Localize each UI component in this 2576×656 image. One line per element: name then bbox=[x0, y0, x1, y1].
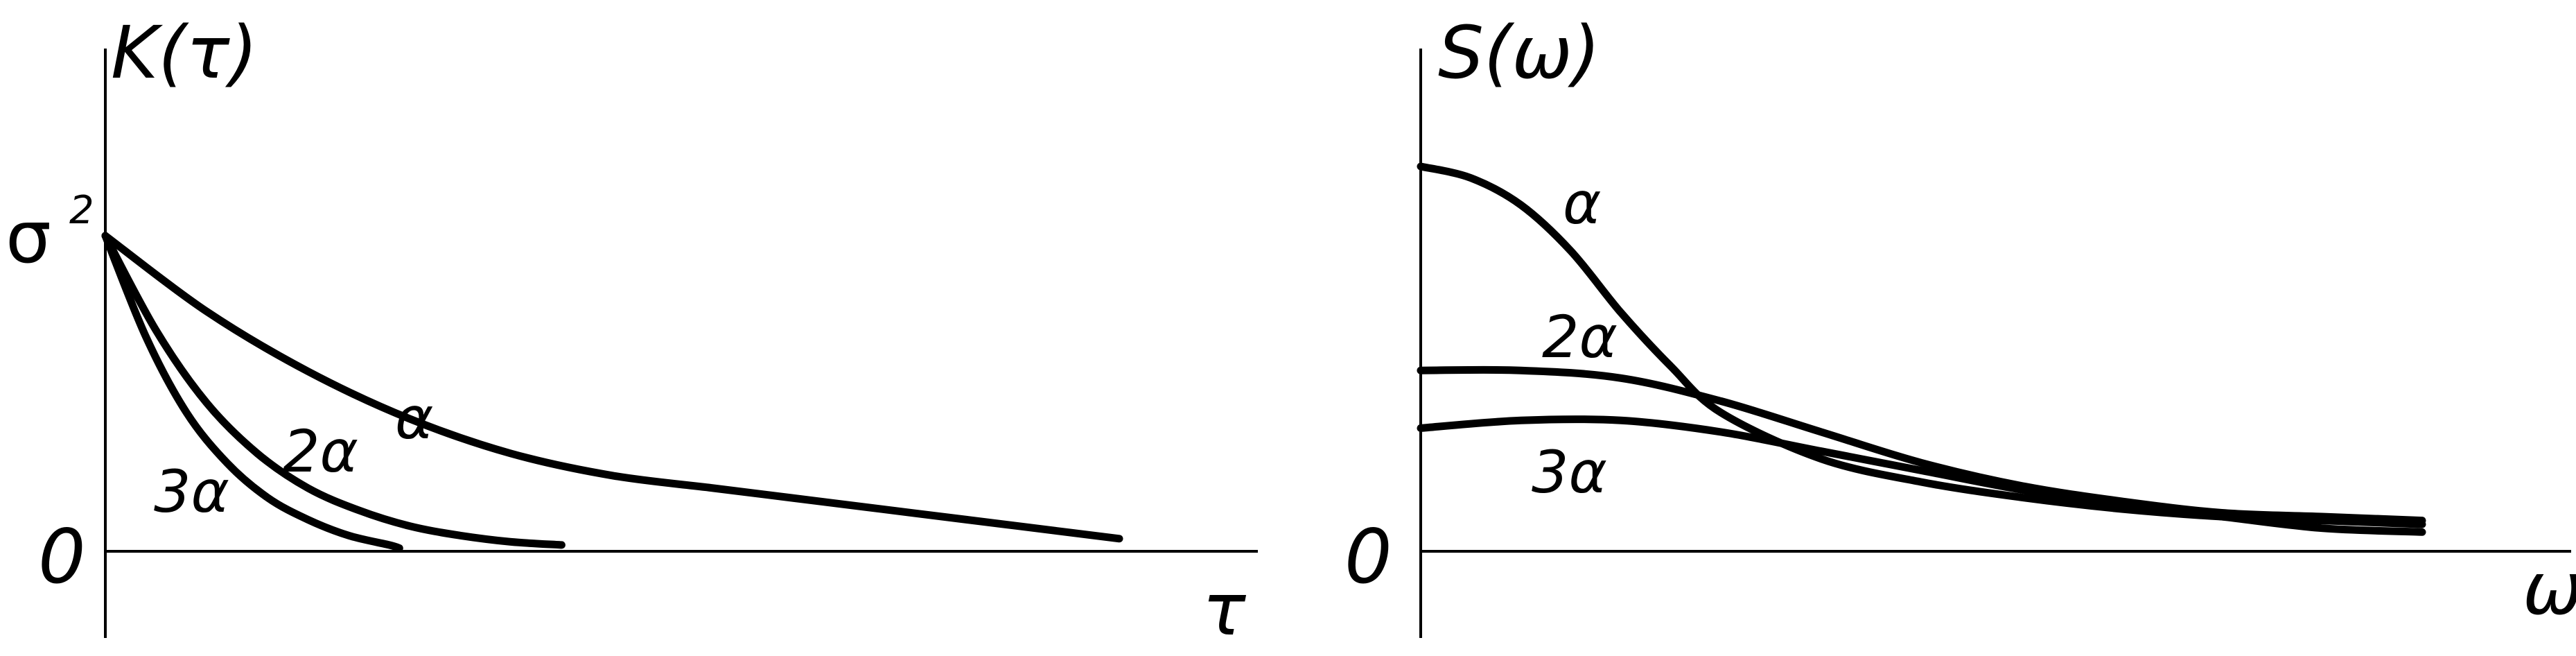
right-y-axis-label: S(ω) bbox=[1438, 10, 1600, 95]
left-origin-label: 0 bbox=[38, 514, 86, 601]
left-series-2alpha bbox=[101, 232, 566, 549]
chart-s-omega: S(ω) ω 0 α 2α 3α bbox=[1344, 10, 2576, 638]
right-series-3alpha bbox=[1417, 415, 2426, 536]
left-series-label-alpha: α bbox=[395, 384, 433, 452]
chart-k-tau: K(τ) τ 0 σ 2 α 2α 3α bbox=[6, 10, 1258, 652]
right-series-label-2alpha: 2α bbox=[1542, 303, 1618, 371]
left-series-3alpha bbox=[101, 232, 403, 552]
right-series-2alpha bbox=[1417, 365, 2426, 525]
left-series-alpha bbox=[101, 232, 1123, 543]
right-series-label-3alpha: 3α bbox=[1532, 438, 1607, 506]
left-y-axis-label: K(τ) bbox=[111, 10, 258, 95]
left-x-axis-label: τ bbox=[1202, 567, 1247, 652]
right-series-label-alpha: α bbox=[1563, 169, 1601, 237]
left-series-label-2alpha: 2α bbox=[283, 417, 358, 485]
left-series-label-3alpha: 3α bbox=[154, 458, 229, 526]
left-y-tick-superscript: 2 bbox=[69, 188, 94, 233]
left-y-tick-label: σ bbox=[6, 195, 51, 279]
right-origin-label: 0 bbox=[1344, 514, 1392, 601]
right-x-axis-label: ω bbox=[2523, 546, 2576, 631]
